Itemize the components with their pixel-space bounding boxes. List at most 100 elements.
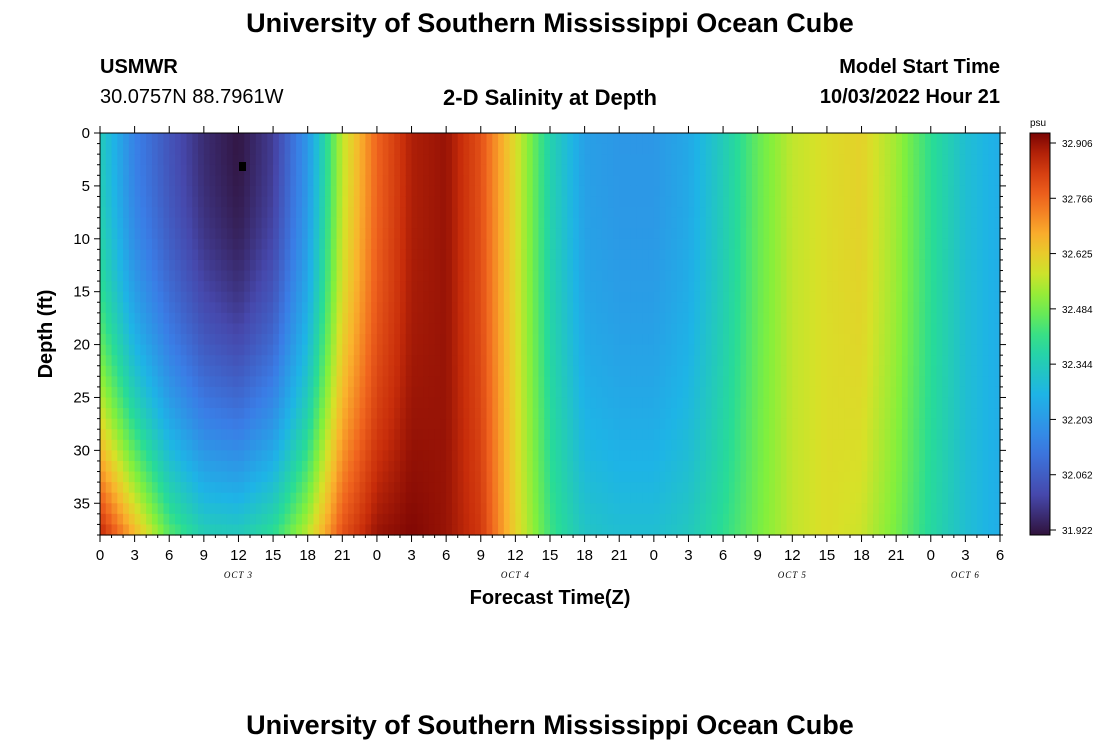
heatmap-cell [463, 460, 470, 473]
heatmap-cell [359, 196, 366, 208]
heatmap-cell [451, 408, 459, 420]
heatmap-cell [567, 270, 574, 282]
heatmap-cell [625, 207, 632, 219]
heatmap-cell [498, 344, 505, 356]
heatmap-cell [405, 249, 413, 261]
heatmap-cell [544, 323, 551, 335]
heatmap-cell [273, 355, 280, 367]
heatmap-cell [423, 492, 430, 504]
heatmap-cell [555, 355, 563, 367]
heatmap-cell [140, 471, 147, 483]
heatmap-cell [700, 503, 707, 515]
heatmap-cell [330, 133, 338, 145]
heatmap-cell [376, 164, 384, 176]
heatmap-cell [763, 418, 770, 430]
heatmap-cell [342, 503, 349, 515]
heatmap-cell [128, 291, 136, 303]
heatmap-cell [342, 492, 349, 504]
heatmap-cell [671, 429, 678, 441]
heatmap-cell [694, 228, 701, 240]
heatmap-cell [544, 439, 551, 451]
heatmap-cell [653, 175, 661, 187]
heatmap-cell [809, 439, 816, 451]
heatmap-cell [175, 355, 182, 367]
heatmap-cell [232, 344, 240, 356]
heatmap-cell [561, 408, 568, 420]
heatmap-cell [198, 302, 205, 314]
heatmap-cell [700, 323, 707, 335]
heatmap-cell [244, 386, 251, 399]
heatmap-cell [567, 175, 574, 187]
heatmap-cell [676, 270, 684, 282]
heatmap-cell [844, 238, 851, 250]
heatmap-cell [492, 196, 499, 208]
heatmap-cell [319, 365, 326, 377]
heatmap-cell [169, 386, 176, 399]
heatmap-cell [665, 503, 672, 515]
heatmap-cell [157, 143, 165, 155]
heatmap-cell [746, 376, 753, 388]
heatmap-cell [648, 259, 655, 272]
heatmap-cell [365, 312, 372, 325]
heatmap-cell [561, 439, 568, 451]
heatmap-cell [694, 133, 701, 145]
heatmap-cell [555, 408, 563, 420]
heatmap-cell [238, 270, 245, 282]
heatmap-cell [261, 503, 268, 515]
heatmap-cell [601, 429, 609, 441]
heatmap-cell [175, 270, 182, 282]
heatmap-cell [261, 471, 268, 483]
heatmap-cell [278, 281, 286, 293]
heatmap-cell [267, 143, 274, 155]
heatmap-cell [757, 386, 765, 399]
heatmap-cell [625, 460, 632, 473]
heatmap-cell [157, 408, 165, 420]
heatmap-cell [596, 143, 603, 155]
heatmap-cell [538, 376, 545, 388]
heatmap-cell [723, 344, 730, 356]
heatmap-cell [342, 196, 349, 208]
heatmap-cell [313, 281, 320, 293]
heatmap-cell [278, 175, 286, 187]
heatmap-cell [111, 312, 118, 325]
heatmap-cell [198, 408, 205, 420]
heatmap-cell [440, 323, 447, 335]
heatmap-cell [307, 355, 315, 367]
heatmap-cell [515, 291, 522, 303]
heatmap-cell [832, 302, 840, 314]
heatmap-cell [382, 429, 390, 441]
heatmap-cell [313, 196, 320, 208]
heatmap-cell [601, 450, 609, 462]
heatmap-cell [140, 270, 147, 282]
heatmap-cell [198, 503, 205, 515]
heatmap-cell [809, 133, 816, 145]
heatmap-cell [163, 143, 170, 155]
heatmap-cell [682, 492, 690, 504]
heatmap-cell [515, 143, 522, 155]
heatmap-cell [763, 344, 770, 356]
heatmap-cell [451, 418, 459, 430]
heatmap-cell [786, 386, 793, 399]
heatmap-cell [111, 471, 118, 483]
heatmap-cell [775, 482, 782, 494]
heatmap-cell [111, 281, 118, 293]
heatmap-cell [550, 418, 557, 430]
heatmap-cell [440, 259, 447, 272]
heatmap-cell [284, 482, 291, 494]
heatmap-cell [376, 323, 384, 335]
heatmap-cell [215, 408, 222, 420]
heatmap-cell [348, 217, 355, 229]
heatmap-cell [267, 196, 274, 208]
heatmap-cell [780, 450, 788, 462]
heatmap-cell [267, 503, 274, 515]
heatmap-cell [751, 207, 759, 219]
heatmap-cell [411, 450, 418, 462]
heatmap-cell [555, 460, 563, 473]
heatmap-cell [746, 154, 753, 166]
heatmap-cell [503, 482, 511, 494]
heatmap-cell [128, 238, 136, 250]
heatmap-cell [307, 133, 315, 145]
heatmap-cell [619, 503, 626, 515]
heatmap-cell [607, 164, 615, 176]
heatmap-cell [705, 133, 713, 145]
